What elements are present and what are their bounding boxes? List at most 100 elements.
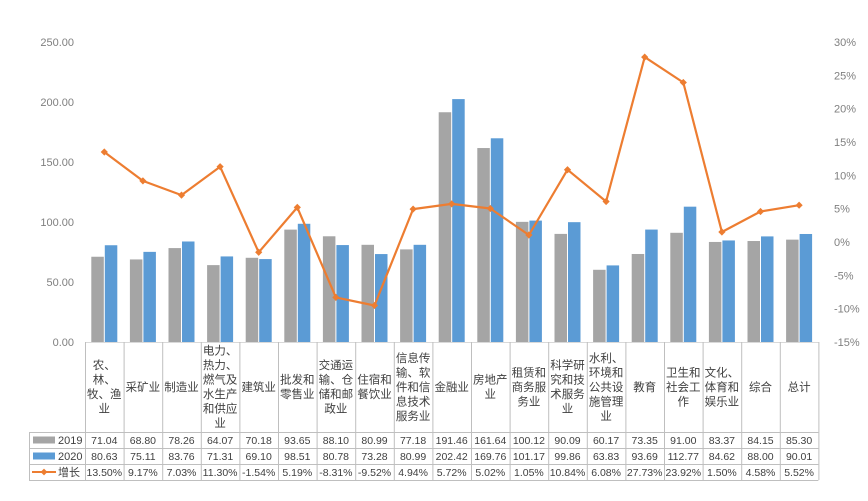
bar-2019 [91,256,104,342]
category-label: 商务服 [512,380,547,394]
category-label: 施管理 [589,394,624,408]
category-label: 究和技 [550,373,585,387]
growth-point [139,177,147,185]
bar-2019 [786,239,799,342]
table-cell-value: -1.54% [242,467,275,479]
left-axis-tick-label: 100.00 [40,217,74,229]
table-cell-value: 83.76 [168,451,194,463]
right-axis-tick-label: 0% [834,237,850,249]
table-cell-value: 90.09 [554,435,580,447]
table-cell-value: -9.52% [358,467,391,479]
category-label: 金融业 [434,380,469,394]
category-label: 政业 [324,402,347,416]
growth-point [370,301,379,310]
table-cell-value: -8.31% [319,467,352,479]
table-cell-value: 88.00 [747,451,773,463]
left-axis-tick-label: 150.00 [40,157,74,169]
bar-2019 [129,259,143,342]
bar-2020 [645,229,658,342]
table-cell-value: 10.84% [550,467,586,479]
table-cell-value: 5.52% [784,467,814,479]
bar-2020 [104,245,118,342]
category-label: 务业 [517,394,540,408]
bar-2020 [606,265,620,342]
table-cell-value: 60.17 [593,435,619,447]
right-axis-tick-label: 25% [834,70,856,82]
table-cell-value: 80.78 [323,451,349,463]
growth-point [795,201,803,209]
category-label: 体育和 [705,380,740,394]
bar-2019 [708,241,722,342]
table-cell-value: 5.02% [475,467,505,479]
table-cell-value: 1.50% [707,467,737,479]
table-cell-value: 99.86 [554,451,580,463]
category-label: 水利、 [589,352,624,365]
growth-point [448,200,456,208]
category-label: 业 [99,403,111,416]
left-axis-ticks: 0.00 50.00 100.00 150.00 200.00 250.00 [40,37,74,349]
bar-2019 [554,233,567,342]
legend-label: 2019 [58,435,82,447]
category-label: 燃气及 [203,373,238,387]
growth-line-group [100,53,803,310]
legend-label: 2020 [58,451,82,463]
right-axis-tick-label: 10% [834,170,856,182]
bar-2019 [284,229,297,342]
category-label: 作 [678,395,690,408]
bar-2020 [182,241,195,342]
bar-2020 [799,233,813,342]
table-cell-value: 1.05% [514,467,544,479]
table-cell-value: 191.46 [436,435,468,447]
table-cell-value: 69.10 [246,451,272,463]
right-axis-tick-label: 30% [834,37,856,49]
bars-group [85,99,819,343]
table-cell-value: 83.37 [709,435,735,447]
table-cell-value: 112.77 [668,451,699,463]
table-cell-value: 80.99 [361,435,387,447]
category-label: 批发和 [280,373,315,387]
legend-label: 增长 [58,465,80,479]
growth-point [332,293,340,301]
category-label: 业 [600,410,612,423]
table-cell-value: 169.76 [474,451,506,463]
bar-2020 [297,223,311,342]
table-cell-value: 4.58% [746,467,776,479]
table-cell-value: 84.62 [709,451,735,463]
bar-2019 [477,148,490,342]
category-label: 卫生和 [666,365,701,379]
left-axis-tick-label: 200.00 [40,97,74,109]
category-label: 件和信 [396,380,431,394]
growth-point [641,53,649,61]
table-cell-value: 80.99 [400,451,426,463]
bar-2020 [452,99,465,342]
bar-2020 [490,138,504,342]
right-axis-tick-label: -15% [834,337,860,349]
table-cell-value: 71.04 [91,435,117,447]
bar-2019 [361,244,374,342]
table-cell-value: 90.01 [786,451,812,463]
table-cell-value: 98.51 [284,451,310,463]
category-label: 娱乐业 [705,394,740,408]
left-axis-tick-label: 250.00 [40,37,74,49]
category-label: 服务业 [396,409,431,423]
bar-2019 [322,236,336,342]
bar-2020 [336,245,349,342]
table-cell-value: 77.18 [400,435,426,447]
category-label: 储和邮 [319,387,354,401]
category-label: 文化、 [705,365,740,379]
table-cell-value: 71.31 [207,451,233,463]
left-axis-tick-label: 50.00 [46,277,74,289]
category-label: 牧、渔 [87,387,122,401]
bar-2020 [220,256,234,342]
category-label: 采矿业 [126,381,161,394]
legend-key-2020 [33,452,55,460]
right-axis-tick-label: -5% [834,270,854,282]
bar-2020 [722,240,735,342]
right-axis-tick-label: 15% [834,137,856,149]
bar-2019 [400,249,413,342]
bar-2019 [245,257,259,342]
category-label: 住宿和 [357,373,392,387]
table-cell-value: 68.80 [130,435,156,447]
table-cell-value: 84.15 [747,435,773,447]
table-cell-value: 80.63 [91,451,117,463]
